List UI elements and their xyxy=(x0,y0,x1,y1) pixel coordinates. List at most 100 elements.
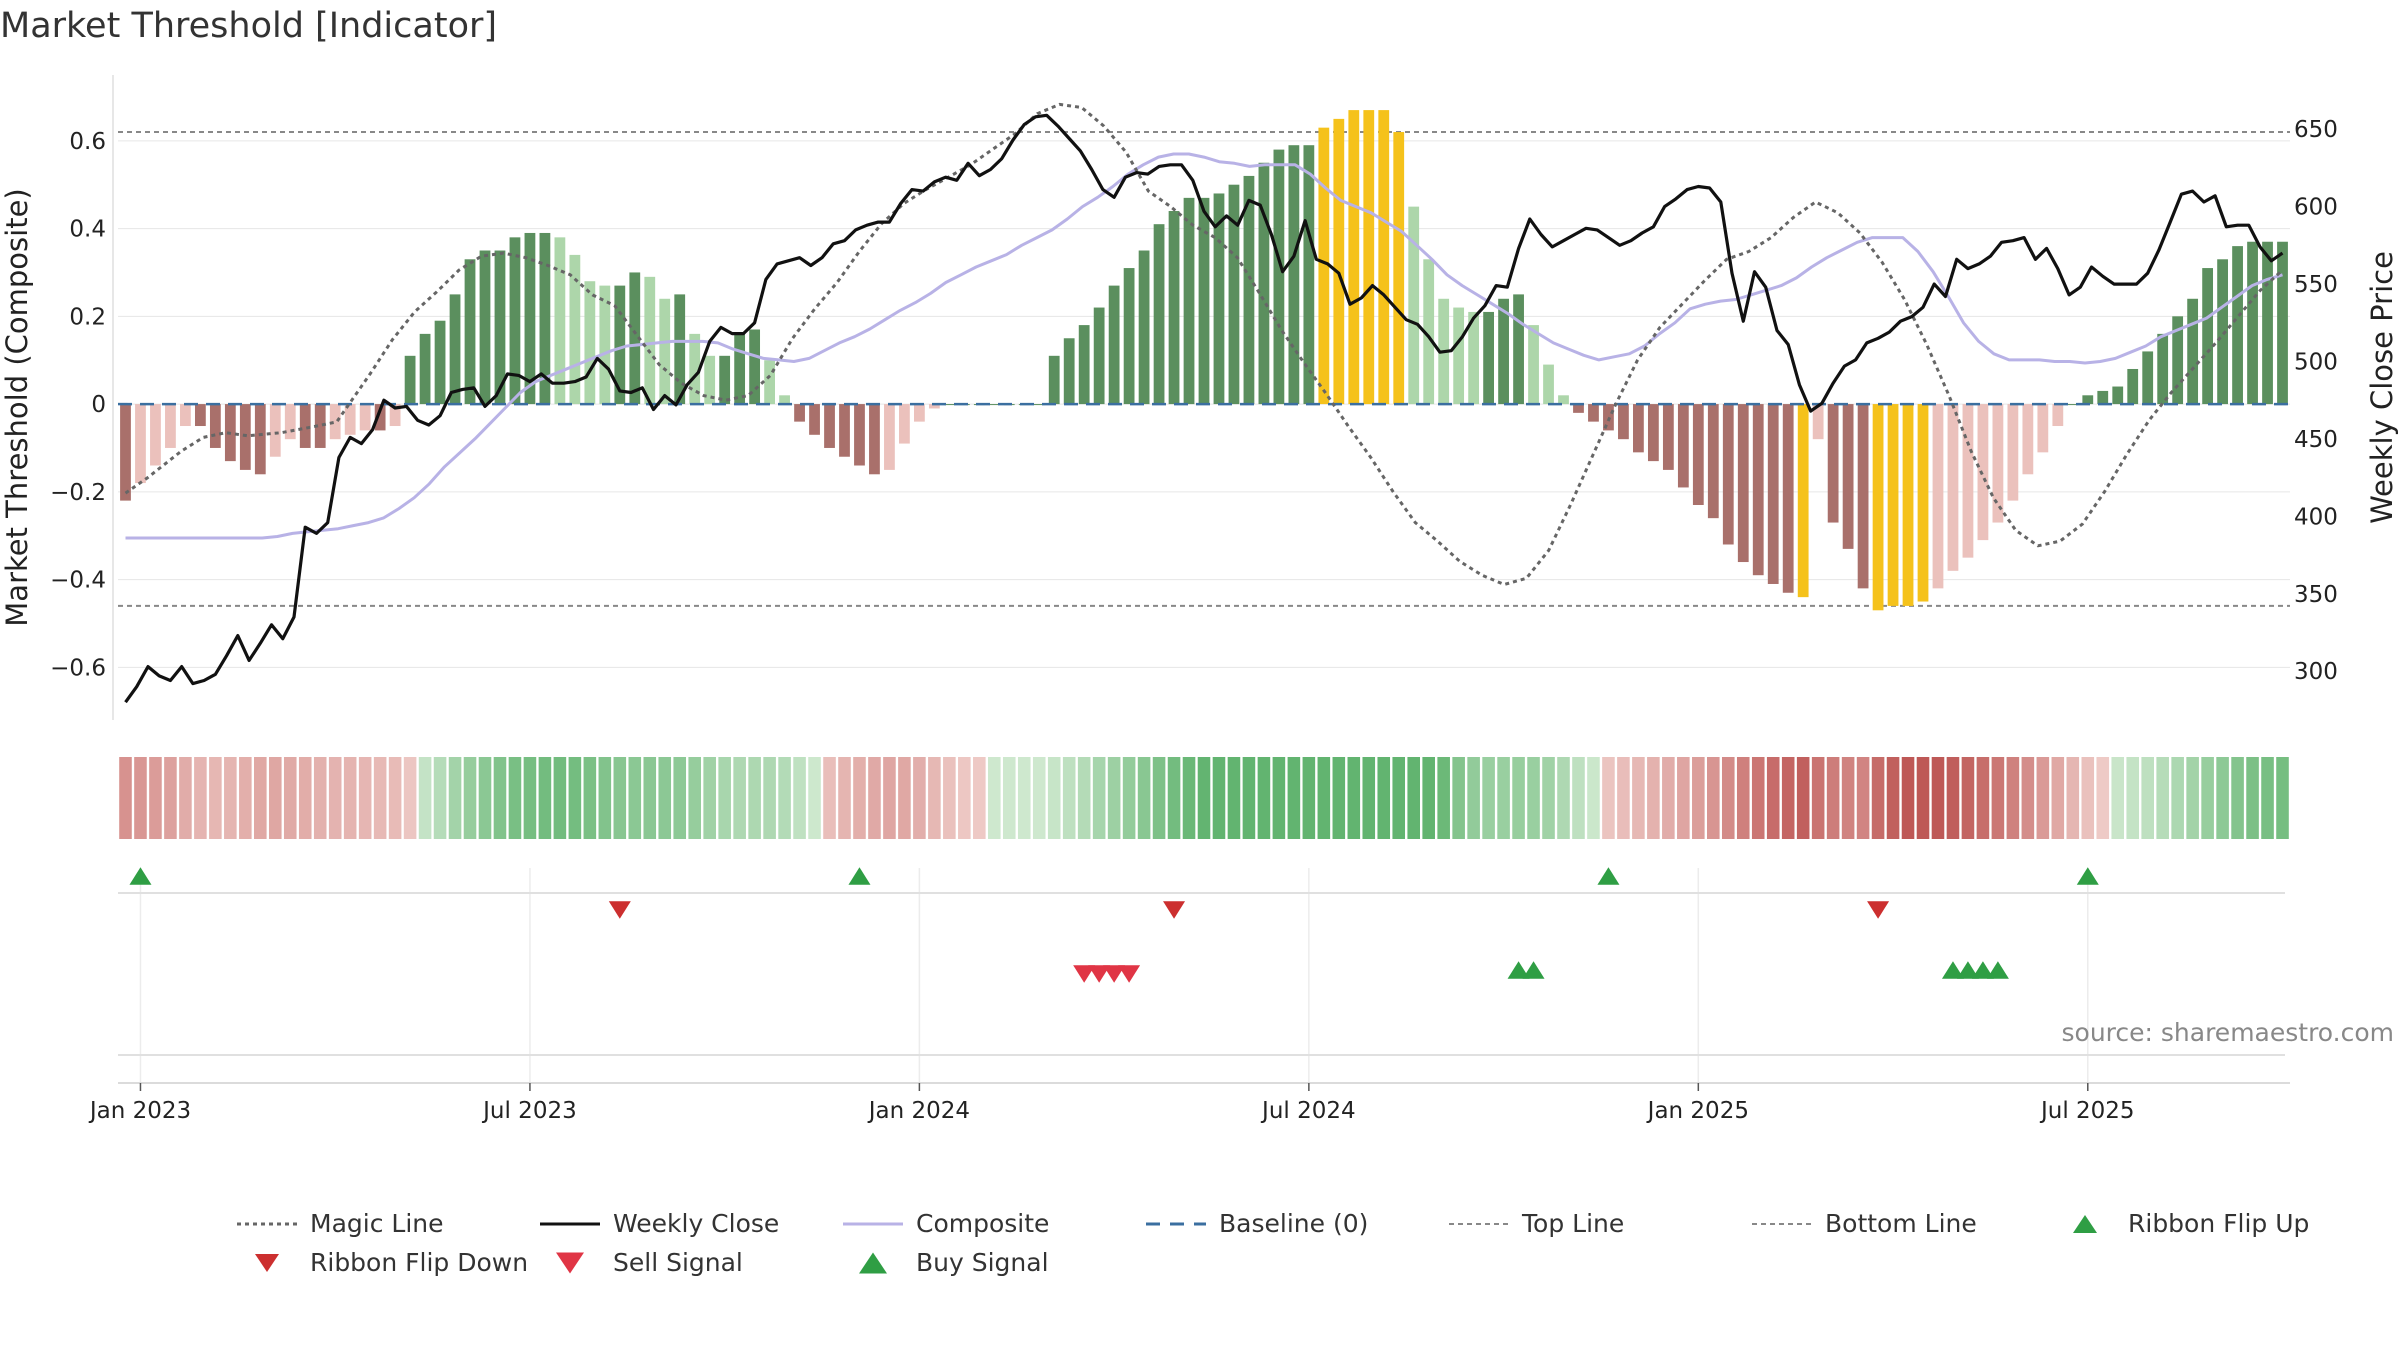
composite-bar xyxy=(1947,404,1959,571)
composite-bar xyxy=(1902,404,1914,606)
ribbon-cell xyxy=(1317,757,1331,839)
composite-bar xyxy=(1692,404,1704,505)
composite-bar xyxy=(1662,404,1674,470)
y-tick-label: 0.2 xyxy=(69,304,106,330)
ribbon-cell xyxy=(1766,757,1780,839)
x-tick-label: Jul 2025 xyxy=(2039,1098,2135,1124)
composite-bar xyxy=(1558,395,1569,405)
composite-bar xyxy=(524,232,536,405)
ribbon-cell xyxy=(2036,757,2050,839)
composite-bar xyxy=(1273,149,1285,405)
ribbon-cell xyxy=(1227,757,1241,839)
ribbon-cell xyxy=(433,757,447,839)
ribbon-cell xyxy=(388,757,402,839)
composite-line xyxy=(125,152,2283,540)
ribbon-cell xyxy=(1032,757,1046,839)
ribbon-cell xyxy=(1182,757,1196,839)
composite-bar xyxy=(1213,193,1225,405)
ribbon-cell xyxy=(2096,757,2110,839)
composite-bar xyxy=(629,272,641,405)
composite-bar xyxy=(928,404,940,409)
composite-bar xyxy=(1752,404,1764,576)
composite-bar xyxy=(2157,333,2169,405)
composite-bar xyxy=(1483,311,1494,405)
ribbon-cell xyxy=(793,757,806,839)
y2-tick-label: 300 xyxy=(2294,659,2338,685)
ribbon-cell xyxy=(403,757,417,839)
ribbon-cell xyxy=(1692,757,1705,839)
composite-bar xyxy=(1378,110,1390,405)
ribbon-cell xyxy=(943,757,956,839)
composite-bar xyxy=(1812,404,1824,440)
ribbon-cell xyxy=(1811,757,1825,839)
sell-signal-marker xyxy=(1088,965,1111,983)
legend-label: Sell Signal xyxy=(613,1248,743,1277)
composite-bar xyxy=(299,404,311,448)
composite-bar xyxy=(314,404,326,448)
ribbon-cell xyxy=(2171,757,2184,839)
composite-bar xyxy=(1722,404,1734,545)
composite-bar xyxy=(719,355,731,405)
composite-bar xyxy=(2217,259,2228,405)
composite-bar xyxy=(464,259,476,405)
ribbon-cell xyxy=(2111,757,2125,839)
composite-bar xyxy=(209,404,221,448)
composite-bar xyxy=(1677,404,1689,488)
composite-bar xyxy=(1872,404,1884,611)
ribbon-cell xyxy=(2276,757,2289,839)
legend-label: Weekly Close xyxy=(613,1209,779,1238)
ribbon-cell xyxy=(1976,757,1990,839)
composite-bar xyxy=(1962,404,1974,558)
buy-signal-marker xyxy=(1507,961,1530,979)
composite-bar xyxy=(899,404,910,444)
ribbon-cell xyxy=(1721,757,1735,839)
composite-bar xyxy=(449,294,461,405)
ribbon-cell xyxy=(1736,757,1750,839)
ribbon-cell xyxy=(748,757,761,839)
ribbon-cell xyxy=(1856,757,1870,839)
composite-bar xyxy=(2022,404,2034,475)
composite-bar xyxy=(1573,404,1584,413)
composite-bar xyxy=(1243,175,1255,405)
ribbon-cell xyxy=(1781,757,1795,839)
ribbon-cell xyxy=(149,757,162,839)
ribbon-cell xyxy=(1961,757,1975,839)
composite-bar xyxy=(1737,404,1749,563)
ribbon-cell xyxy=(1542,757,1555,839)
ribbon-cell xyxy=(2051,757,2065,839)
ribbon-cell xyxy=(1602,757,1615,839)
composite-bar xyxy=(794,404,805,422)
composite-bar xyxy=(1033,404,1045,406)
ribbon-cell xyxy=(1392,757,1406,839)
composite-bar xyxy=(434,320,446,405)
composite-bar xyxy=(1063,338,1075,405)
ribbon-cell xyxy=(733,757,746,839)
composite-bar xyxy=(1797,404,1809,598)
ribbon-cell xyxy=(463,757,477,839)
ribbon-cell xyxy=(1587,757,1600,839)
ribbon-cell xyxy=(1257,757,1271,839)
ribbon-cell xyxy=(1707,757,1720,839)
composite-bar xyxy=(150,404,161,466)
composite-bar xyxy=(1543,364,1554,405)
ribbon-cell xyxy=(194,757,207,839)
ribbon-cell xyxy=(898,757,911,839)
ribbon-cell xyxy=(987,757,1001,839)
composite-bar xyxy=(1393,132,1405,405)
ribbon-cell xyxy=(224,757,237,839)
ribbon-cell xyxy=(2216,757,2229,839)
y2-tick-label: 500 xyxy=(2294,349,2338,375)
composite-bar xyxy=(2082,395,2094,405)
x-tick-label: Jan 2023 xyxy=(88,1098,191,1124)
composite-bar xyxy=(1138,250,1150,405)
sell-signal-marker xyxy=(1103,965,1126,983)
composite-bar xyxy=(689,333,701,405)
y-tick-label: 0 xyxy=(91,392,106,418)
ribbon-cell xyxy=(1212,757,1226,839)
x-tick-label: Jul 2023 xyxy=(481,1098,577,1124)
ribbon-cell xyxy=(1287,757,1301,839)
ribbon-cell xyxy=(1197,757,1211,839)
composite-bar xyxy=(824,404,835,448)
composite-bar xyxy=(329,404,341,440)
ribbon-cell xyxy=(1347,757,1361,839)
